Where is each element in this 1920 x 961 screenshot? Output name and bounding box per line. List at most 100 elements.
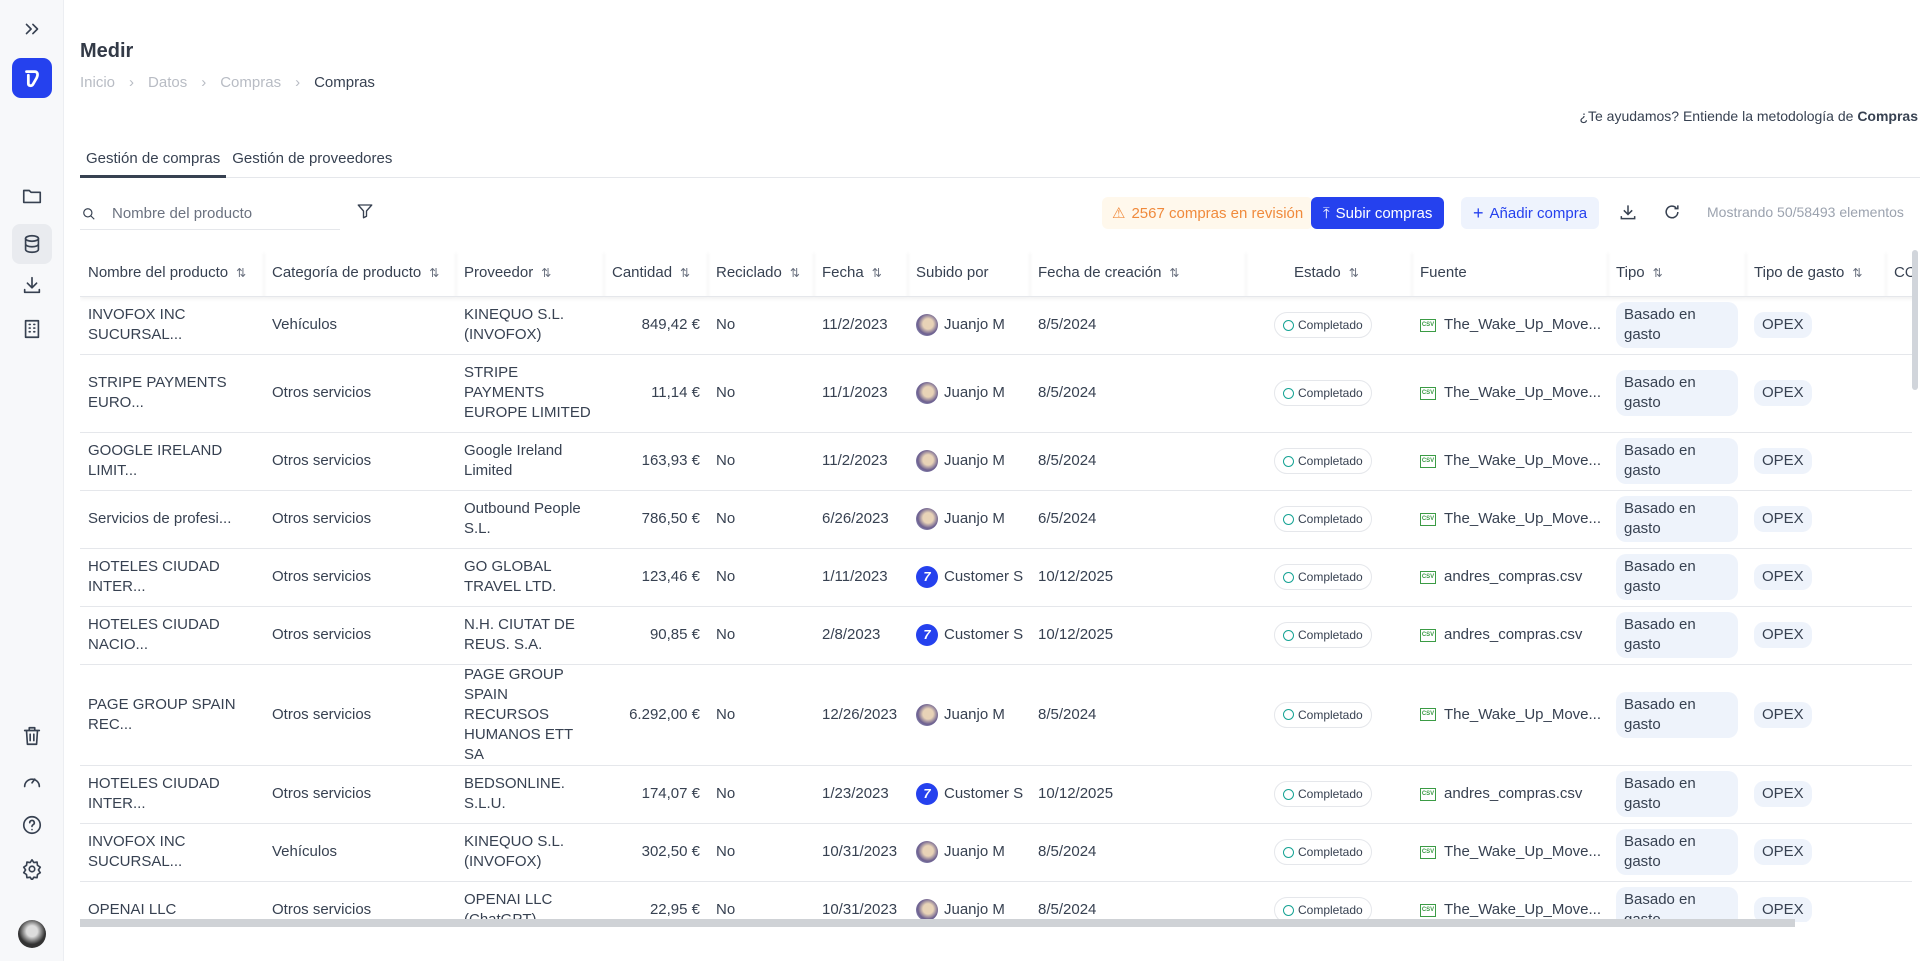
sort-icon[interactable]: ⇅ [429, 266, 440, 281]
cell-text[interactable]: The_Wake_Up_Move... [1444, 901, 1602, 918]
cell-text[interactable]: The_Wake_Up_Move... [1444, 384, 1602, 401]
table-cell: Basado en gasto [1608, 765, 1746, 824]
table-row[interactable]: GOOGLE IRELAND LIMIT... Otros servicios Go… [80, 432, 1912, 491]
gauge-icon[interactable] [16, 765, 48, 797]
table-row[interactable]: PAGE GROUP SPAIN REC... Otros servicios PA… [80, 664, 1912, 766]
table-cell: 5 [1886, 823, 1912, 882]
column-header[interactable]: Categoría de producto ⇅ [264, 250, 456, 297]
column-header[interactable]: Proveedor ⇅ [456, 250, 604, 297]
column-header[interactable]: Estado ⇅ [1246, 250, 1412, 297]
settings-icon[interactable] [16, 853, 48, 885]
check-circle-icon [1283, 709, 1294, 720]
cell-text: Completado [1298, 787, 1363, 801]
cell-text: Juanjo M [944, 451, 1005, 469]
table-row[interactable]: STRIPE PAYMENTS EURO... Otros servicios ST… [80, 354, 1912, 433]
breadcrumb-inicio[interactable]: Inicio [80, 74, 116, 91]
table-cell: 8/5/2024 [1030, 881, 1246, 922]
sort-icon[interactable]: ⇅ [789, 266, 800, 281]
column-header[interactable]: CO [1886, 250, 1912, 297]
download-icon[interactable] [16, 269, 48, 301]
user-avatar[interactable] [18, 920, 46, 948]
check-circle-icon [1283, 319, 1294, 331]
table-row[interactable]: HOTELES CIUDAD INTER... Otros servicios GO… [80, 548, 1912, 607]
table-cell: 1 [1886, 432, 1912, 491]
table-row[interactable]: OPENAI LLC Otros servicios OPENAI LLC (Cha… [80, 881, 1912, 922]
tab-gestion-compras[interactable]: Gestión de compras [80, 146, 227, 178]
cell-text: 163,93 € [641, 452, 700, 469]
breadcrumb-datos[interactable]: Datos [148, 74, 188, 91]
cell-text: Juanjo M [944, 383, 1005, 401]
sort-icon[interactable]: ⇅ [1348, 266, 1359, 281]
cell-text: 6/26/2023 [822, 510, 889, 527]
expand-sidebar-icon[interactable] [16, 13, 48, 45]
table-row[interactable]: Servicios de profesi... Otros servicios Ou… [80, 490, 1912, 549]
search-input[interactable]: Nombre del producto [80, 198, 340, 230]
cell-text: INVOFOX INC SUCURSAL... [88, 833, 186, 870]
column-header[interactable]: Nombre del producto ⇅ [80, 250, 264, 297]
sort-icon[interactable]: ⇅ [1652, 266, 1663, 281]
csv-file-icon: CSV [1420, 628, 1436, 642]
review-warning-badge[interactable]: ⚠ 2567 compras en revisión [1102, 197, 1314, 229]
cell-text: Otros servicios [272, 384, 372, 401]
table-cell: Vehículos [264, 296, 456, 355]
column-header[interactable]: Tipo de gasto ⇅ [1746, 250, 1886, 297]
trash-icon[interactable] [16, 720, 48, 752]
cell-text[interactable]: andres_compras.csv [1444, 568, 1583, 585]
table-row[interactable]: HOTELES CIUDAD INTER... Otros servicios BE… [80, 765, 1912, 824]
sort-icon[interactable]: ⇅ [236, 266, 247, 281]
sort-icon[interactable]: ⇅ [680, 266, 691, 281]
refresh-icon[interactable] [1662, 202, 1682, 222]
plus-icon: + [1473, 202, 1484, 223]
column-header[interactable]: Fecha de creación ⇅ [1030, 250, 1246, 297]
cell-text[interactable]: The_Wake_Up_Move... [1444, 705, 1602, 723]
table-cell: 11,14 € [604, 354, 708, 433]
sort-icon[interactable]: ⇅ [541, 266, 552, 281]
folder-icon[interactable] [16, 180, 48, 212]
column-header[interactable]: Cantidad ⇅ [604, 250, 708, 297]
help-link[interactable]: Compras [1857, 108, 1918, 124]
column-header[interactable]: Tipo ⇅ [1608, 250, 1746, 297]
check-circle-icon [1283, 904, 1294, 916]
table-cell: 1 [1886, 606, 1912, 665]
methodology-help[interactable]: ¿Te ayudamos? Entiende la metodología de… [1579, 108, 1918, 124]
csv-file-icon: CSV [1420, 570, 1436, 584]
column-header[interactable]: Reciclado ⇅ [708, 250, 814, 297]
breadcrumb-compras[interactable]: Compras [220, 74, 282, 91]
sort-icon[interactable]: ⇅ [1169, 266, 1180, 281]
table-cell: OPEX [1746, 296, 1886, 355]
table-row[interactable]: INVOFOX INC SUCURSAL... Vehículos KINEQUO … [80, 296, 1912, 355]
table-cell: OPEX [1746, 765, 1886, 824]
download-icon[interactable] [1618, 202, 1638, 222]
sort-icon[interactable]: ⇅ [871, 266, 882, 281]
app-logo[interactable] [12, 58, 52, 98]
table-cell: 7 Customer S [908, 765, 1030, 824]
column-header[interactable]: Fuente [1412, 250, 1608, 297]
column-header[interactable]: Fecha ⇅ [814, 250, 908, 297]
table-row[interactable]: HOTELES CIUDAD NACIO... Otros servicios N.… [80, 606, 1912, 665]
cell-text[interactable]: The_Wake_Up_Move... [1444, 452, 1602, 469]
add-purchase-button[interactable]: + Añadir compra [1461, 197, 1600, 229]
cell-text[interactable]: andres_compras.csv [1444, 626, 1583, 643]
chevron-right-icon: › [129, 74, 135, 91]
csv-file-icon: CSV [1420, 845, 1436, 859]
column-header[interactable]: Subido por [908, 250, 1030, 297]
table-row[interactable]: INVOFOX INC SUCURSAL... Vehículos KINEQUO … [80, 823, 1912, 882]
cell-text[interactable]: The_Wake_Up_Move... [1444, 316, 1602, 333]
upload-purchases-button[interactable]: ⤒ Subir compras [1311, 197, 1445, 229]
cell-text[interactable]: The_Wake_Up_Move... [1444, 510, 1602, 527]
warning-text: 2567 compras en revisión [1131, 204, 1304, 222]
cell-text[interactable]: The_Wake_Up_Move... [1444, 843, 1602, 860]
tab-gestion-proveedores[interactable]: Gestión de proveedores [232, 150, 393, 167]
help-icon[interactable] [16, 809, 48, 841]
database-icon[interactable] [12, 224, 52, 264]
vertical-scrollbar[interactable] [1912, 250, 1918, 390]
building-icon[interactable] [16, 313, 48, 345]
cell-text: 302,50 € [641, 843, 700, 860]
cell-text: 8/5/2024 [1038, 901, 1097, 918]
sort-icon[interactable]: ⇅ [1852, 266, 1863, 281]
horizontal-scrollbar[interactable] [80, 919, 1795, 927]
table-cell: 10/12/2025 [1030, 765, 1246, 824]
filter-icon[interactable] [356, 202, 374, 220]
table-cell: INVOFOX INC SUCURSAL... [80, 823, 264, 882]
cell-text[interactable]: andres_compras.csv [1444, 785, 1583, 802]
